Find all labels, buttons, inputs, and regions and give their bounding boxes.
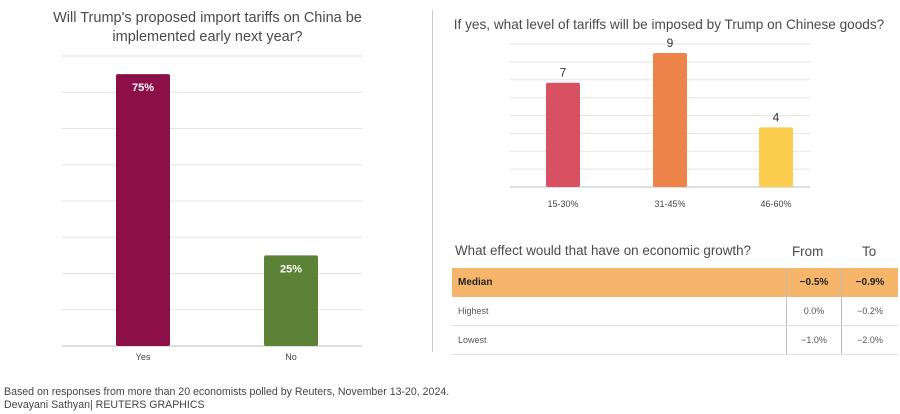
x-tick-label: Yes — [136, 352, 151, 362]
table-row-median: Median −0.5% −0.9% — [452, 268, 898, 297]
column-header-to: To — [862, 244, 877, 259]
table-row-lowest: Lowest −1.0% −2.0% — [452, 325, 898, 355]
effect-table: Median −0.5% −0.9% Highest 0.0% −0.2% Lo… — [452, 268, 898, 355]
row-label: Median — [452, 268, 787, 297]
row-to-value: −0.2% — [841, 297, 898, 326]
left-chart-bars: 75% Yes 25% No — [116, 74, 318, 362]
bar-value-label: 4 — [773, 110, 780, 124]
bar-31-45% — [653, 52, 687, 187]
x-tick-label: 15-30% — [547, 199, 578, 209]
bar-46-60% — [759, 127, 793, 187]
row-to-value: −0.9% — [841, 268, 898, 297]
left-chart-title: Will Trump's proposed import tariffs on … — [53, 10, 362, 45]
credit-note: Devayani Sathyan| REUTERS GRAPHICS — [4, 399, 205, 411]
right-chart-bars: 7 15-30% 9 31-45% 4 46-60% — [546, 36, 793, 209]
row-from-value: 0.0% — [786, 297, 842, 326]
bar-value-label: 7 — [560, 66, 567, 80]
row-from-value: −0.5% — [786, 268, 842, 297]
x-tick-label: 46-60% — [760, 199, 791, 209]
x-tick-label: 31-45% — [654, 199, 685, 209]
column-header-from: From — [792, 244, 824, 259]
chart-divider — [432, 10, 433, 352]
bar-15-30% — [546, 82, 580, 187]
bar-No — [264, 255, 318, 346]
x-tick-label: No — [285, 352, 297, 362]
row-label: Lowest — [452, 325, 787, 355]
row-label: Highest — [452, 297, 787, 326]
row-from-value: −1.0% — [786, 325, 842, 355]
footnote: Based on responses from more than 20 eco… — [4, 386, 449, 412]
bar-Yes — [116, 74, 170, 346]
bar-value-label: 75% — [132, 82, 154, 94]
effect-table-title: What effect would that have on economic … — [455, 243, 752, 258]
source-note: Based on responses from more than 20 eco… — [4, 386, 450, 398]
right-chart-title: If yes, what level of tariffs will be im… — [453, 17, 885, 32]
row-to-value: −2.0% — [841, 325, 898, 355]
right-chart: 7 15-30% 9 31-45% 4 46-60% — [510, 36, 810, 209]
bar-value-label: 9 — [667, 36, 674, 50]
bar-value-label: 25% — [280, 263, 302, 275]
left-chart: 75% Yes 25% No — [62, 55, 362, 362]
table-row-highest: Highest 0.0% −0.2% — [452, 297, 898, 326]
